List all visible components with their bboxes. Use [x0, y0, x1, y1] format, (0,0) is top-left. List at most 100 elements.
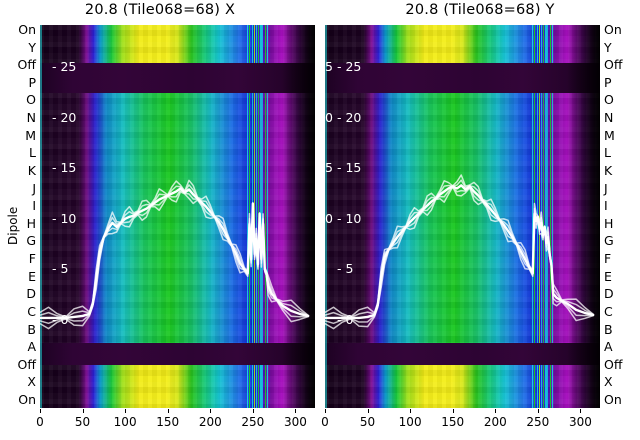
y-inner-tick-label-right: 10: [602, 210, 618, 226]
overlay-trace-path: [40, 189, 309, 325]
x-tick-label: 0: [36, 415, 44, 429]
y-category-label-left: B: [27, 321, 36, 337]
y-inner-tick-label-right: 25: [317, 59, 333, 74]
heatmap-right-fade: [325, 25, 600, 408]
y-category-label-right: O: [604, 92, 614, 108]
y-category-label-right: G: [604, 233, 614, 249]
y-inner-tick-label: - 25: [52, 59, 77, 74]
x-tick-label: 250: [526, 415, 550, 429]
y-category-label-right: E: [604, 268, 612, 284]
x-tick-mark: [252, 409, 254, 413]
x-tick-label: 300: [283, 415, 307, 429]
y-category-label-left: A: [27, 339, 36, 355]
y-category-label-left: P: [28, 74, 36, 90]
y-category-label-left: E: [28, 268, 36, 284]
y-inner-tick-label: - 25: [337, 59, 362, 74]
y-category-label-right: On: [604, 392, 622, 407]
panel-y-title: 20.8 (Tile068=68) Y: [405, 2, 555, 18]
overlay-trace-path: [40, 179, 309, 318]
y-category-label-left: J: [32, 180, 36, 196]
x-tick-label: 100: [113, 415, 137, 429]
y-category-label-right: Off: [604, 57, 623, 73]
y-category-label-right: On: [604, 22, 622, 37]
y-inner-tick-label-right: 0: [317, 312, 325, 327]
x-tick-label: 0: [321, 415, 329, 429]
x-tick-label: 300: [568, 415, 592, 429]
overlay-trace-path: [40, 191, 309, 330]
y-category-label-right: X: [604, 374, 613, 390]
heatmap-left-edge: [40, 25, 42, 408]
x-tick-mark: [82, 409, 84, 413]
panel-y-heatmap: [325, 25, 600, 408]
x-tick-mark: [495, 409, 497, 413]
y-category-label-left: C: [27, 303, 36, 319]
overlay-trace-path: [40, 184, 309, 319]
y-inner-tick-label: - 15: [52, 160, 77, 176]
y-inner-tick-label: - 20: [337, 109, 362, 125]
y-category-label-left: D: [26, 286, 36, 302]
y-category-label-right: L: [604, 145, 611, 161]
y-inner-tick-label-right: 20: [317, 109, 333, 125]
x-tick-mark: [410, 409, 412, 413]
y-inner-tick-label: - 10: [52, 210, 77, 226]
x-tick-mark: [125, 409, 127, 413]
x-tick-mark: [367, 409, 369, 413]
x-tick-label: 100: [398, 415, 422, 429]
y-category-label-left: K: [27, 162, 36, 178]
y-category-label-left: Off: [17, 356, 36, 372]
x-tick-mark: [167, 409, 169, 413]
y-inner-tick-label-right: 25: [602, 59, 618, 74]
overlay-trace-path: [40, 187, 310, 320]
y-category-label-right: H: [604, 215, 614, 231]
y-category-label-left: L: [29, 145, 36, 161]
y-inner-tick-label-right: 15: [602, 160, 618, 176]
x-tick-mark: [452, 409, 454, 413]
y-category-label-left: Off: [17, 57, 36, 73]
panel-x: 20.8 (Tile068=68) X: [40, 2, 315, 408]
overlay-trace-path: [325, 174, 594, 318]
y-inner-tick-label-right: 5: [317, 261, 325, 277]
x-tick-label: 150: [441, 415, 465, 429]
y-category-label-right: F: [604, 251, 612, 267]
y-inner-tick-label-right: 5: [602, 261, 610, 277]
x-tick-mark: [295, 409, 297, 413]
panel-y: 20.8 (Tile068=68) Y: [320, 0, 640, 440]
y-category-label-left: I: [32, 198, 36, 214]
y-inner-tick-label-right: 15: [317, 160, 333, 176]
overlay-trace: [40, 179, 310, 330]
y-category-label-left: G: [26, 233, 36, 249]
x-tick-label: 250: [241, 415, 265, 429]
y-category-label-right: B: [604, 321, 613, 337]
y-category-label-right: I: [604, 198, 608, 214]
y-category-label-left: Y: [28, 39, 36, 55]
panel-x-heatmap: [40, 25, 315, 408]
y-category-label-left: H: [26, 215, 36, 231]
y-category-label-left: X: [27, 374, 36, 390]
y-inner-tick-label: - 0: [52, 312, 69, 327]
x-tick-mark: [325, 409, 326, 413]
x-tick-label: 200: [483, 415, 507, 429]
x-tick-label: 200: [198, 415, 222, 429]
x-tick-mark: [580, 409, 582, 413]
y-category-label-right: Off: [604, 356, 623, 372]
y-inner-tick-label: - 0: [337, 312, 354, 327]
overlay-trace: [325, 174, 595, 330]
y-category-label-left: N: [26, 110, 36, 126]
x-tick-label: 150: [156, 415, 180, 429]
y-category-label-right: M: [604, 127, 615, 143]
y-category-label-right: A: [604, 339, 613, 355]
y-category-label-left: On: [18, 392, 36, 407]
y-category-label-right: P: [604, 74, 612, 90]
y-category-label-right: J: [604, 180, 608, 196]
y-inner-tick-label-right: 0: [602, 312, 610, 327]
y-inner-tick-label-right: 10: [317, 210, 333, 226]
y-category-label-left: On: [18, 22, 36, 37]
y-category-label-left: F: [28, 251, 36, 267]
y-category-label-right: D: [604, 286, 614, 302]
y-category-label-left: M: [25, 127, 36, 143]
y-inner-tick-label: - 10: [337, 210, 362, 226]
y-category-label-right: K: [604, 162, 613, 178]
y-category-label-right: C: [604, 303, 613, 319]
y-inner-tick-label: - 15: [337, 160, 362, 176]
